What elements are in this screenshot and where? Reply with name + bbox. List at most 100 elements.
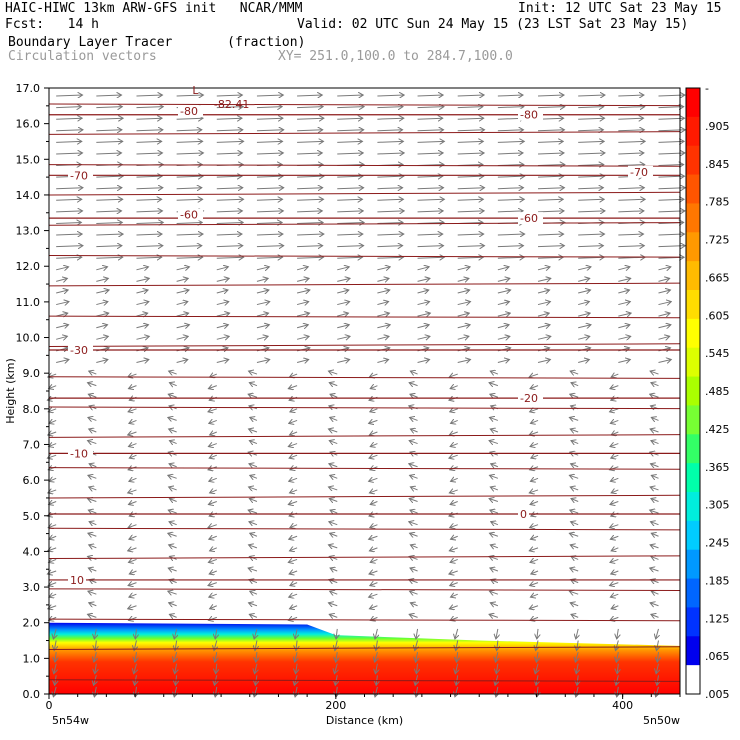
circulation-vector <box>337 325 349 328</box>
circulation-vector <box>168 475 177 478</box>
circulation-vector <box>450 444 458 447</box>
circulation-vector <box>375 686 377 697</box>
circulation-vector <box>208 525 217 528</box>
circulation-vector <box>650 545 659 548</box>
circulation-vector <box>216 199 244 200</box>
circulation-vector <box>377 336 389 339</box>
circulation-vector <box>538 176 564 177</box>
circulation-vector <box>56 336 67 339</box>
circulation-vector <box>136 107 163 108</box>
circulation-vector <box>208 559 217 562</box>
circulation-vector <box>337 222 364 223</box>
circulation-vector <box>256 118 283 119</box>
circulation-vector <box>290 583 298 586</box>
circulation-vector <box>336 628 337 639</box>
contour-label: -10 <box>70 447 88 460</box>
y-tick-label: 14.0 <box>16 189 41 202</box>
circulation-vector <box>497 95 523 96</box>
circulation-vector <box>49 478 57 481</box>
circulation-vector <box>491 464 499 467</box>
circulation-vector <box>538 234 564 235</box>
circulation-vector <box>337 313 348 316</box>
circulation-vector <box>618 234 643 235</box>
circulation-vector <box>610 536 619 539</box>
circulation-vector <box>335 640 337 651</box>
circulation-vector <box>417 95 444 96</box>
circulation-vector <box>88 383 97 386</box>
circulation-vector <box>417 211 444 212</box>
circulation-vector <box>249 499 258 502</box>
circulation-vector <box>538 211 564 212</box>
circulation-vector <box>216 107 243 108</box>
circulation-vector <box>571 556 579 559</box>
circulation-vector <box>410 371 418 374</box>
colorbar-swatch <box>686 116 700 147</box>
circulation-vector <box>618 211 644 212</box>
circulation-vector <box>618 325 630 328</box>
circulation-vector <box>578 290 590 293</box>
circulation-vector <box>56 118 82 119</box>
circulation-vector <box>330 417 338 420</box>
contour-minimum-annotation: L <box>192 84 199 97</box>
circulation-vector <box>538 153 564 154</box>
circulation-vector <box>96 141 122 142</box>
circulation-vector <box>56 141 82 142</box>
circulation-vector <box>537 313 549 316</box>
circulation-vector <box>537 336 551 339</box>
contour-label: -80 <box>520 109 538 122</box>
circulation-vector <box>489 499 499 502</box>
circulation-vector <box>329 383 338 386</box>
circulation-vector <box>330 568 338 571</box>
circulation-vector <box>329 614 338 617</box>
circulation-vector <box>451 536 458 539</box>
circulation-vector <box>618 188 644 189</box>
circulation-vector <box>370 444 378 447</box>
temperature-contour <box>48 255 681 258</box>
circulation-vector <box>256 141 283 142</box>
circulation-vector <box>658 267 670 270</box>
circulation-vector <box>216 313 230 316</box>
circulation-vector <box>616 640 619 651</box>
circulation-vector <box>497 176 525 177</box>
circulation-vector <box>296 267 308 270</box>
circulation-vector <box>449 548 458 551</box>
circulation-vector <box>490 510 499 513</box>
colorbar-label: .905 <box>705 120 730 133</box>
circulation-vector <box>297 211 322 212</box>
circulation-vector <box>576 628 578 639</box>
circulation-vector <box>489 614 499 617</box>
circulation-vector <box>210 432 217 435</box>
circulation-vector <box>578 278 590 281</box>
circulation-vector <box>571 383 579 386</box>
circulation-vector <box>56 257 82 258</box>
circulation-vector <box>337 257 362 258</box>
circulation-vector <box>128 444 137 447</box>
circulation-vector <box>618 290 629 293</box>
circulation-vector <box>256 302 270 305</box>
circulation-vector <box>650 522 659 525</box>
circulation-vector <box>176 313 189 316</box>
circulation-vector <box>49 502 57 505</box>
circulation-vector <box>96 222 122 223</box>
circulation-vector <box>651 614 659 617</box>
circulation-vector <box>136 95 162 96</box>
circulation-vector <box>538 141 563 142</box>
circulation-vector <box>174 651 177 662</box>
contour-label: -30 <box>70 344 88 357</box>
circulation-vector <box>530 594 539 597</box>
circulation-vector <box>538 199 563 200</box>
circulation-vector <box>169 603 177 606</box>
circulation-vector <box>169 429 177 432</box>
circulation-vector <box>337 176 363 177</box>
circulation-vector <box>330 533 338 536</box>
circulation-vector <box>651 556 659 559</box>
circulation-vector <box>409 614 418 617</box>
circulation-vector <box>535 663 538 674</box>
circulation-vector <box>450 502 458 505</box>
circulation-vector <box>457 652 458 662</box>
circulation-vector <box>289 571 298 574</box>
circulation-vector <box>95 663 97 674</box>
y-tick-label: 12.0 <box>16 260 41 273</box>
circulation-vector <box>530 420 539 423</box>
circulation-vector <box>451 420 458 423</box>
